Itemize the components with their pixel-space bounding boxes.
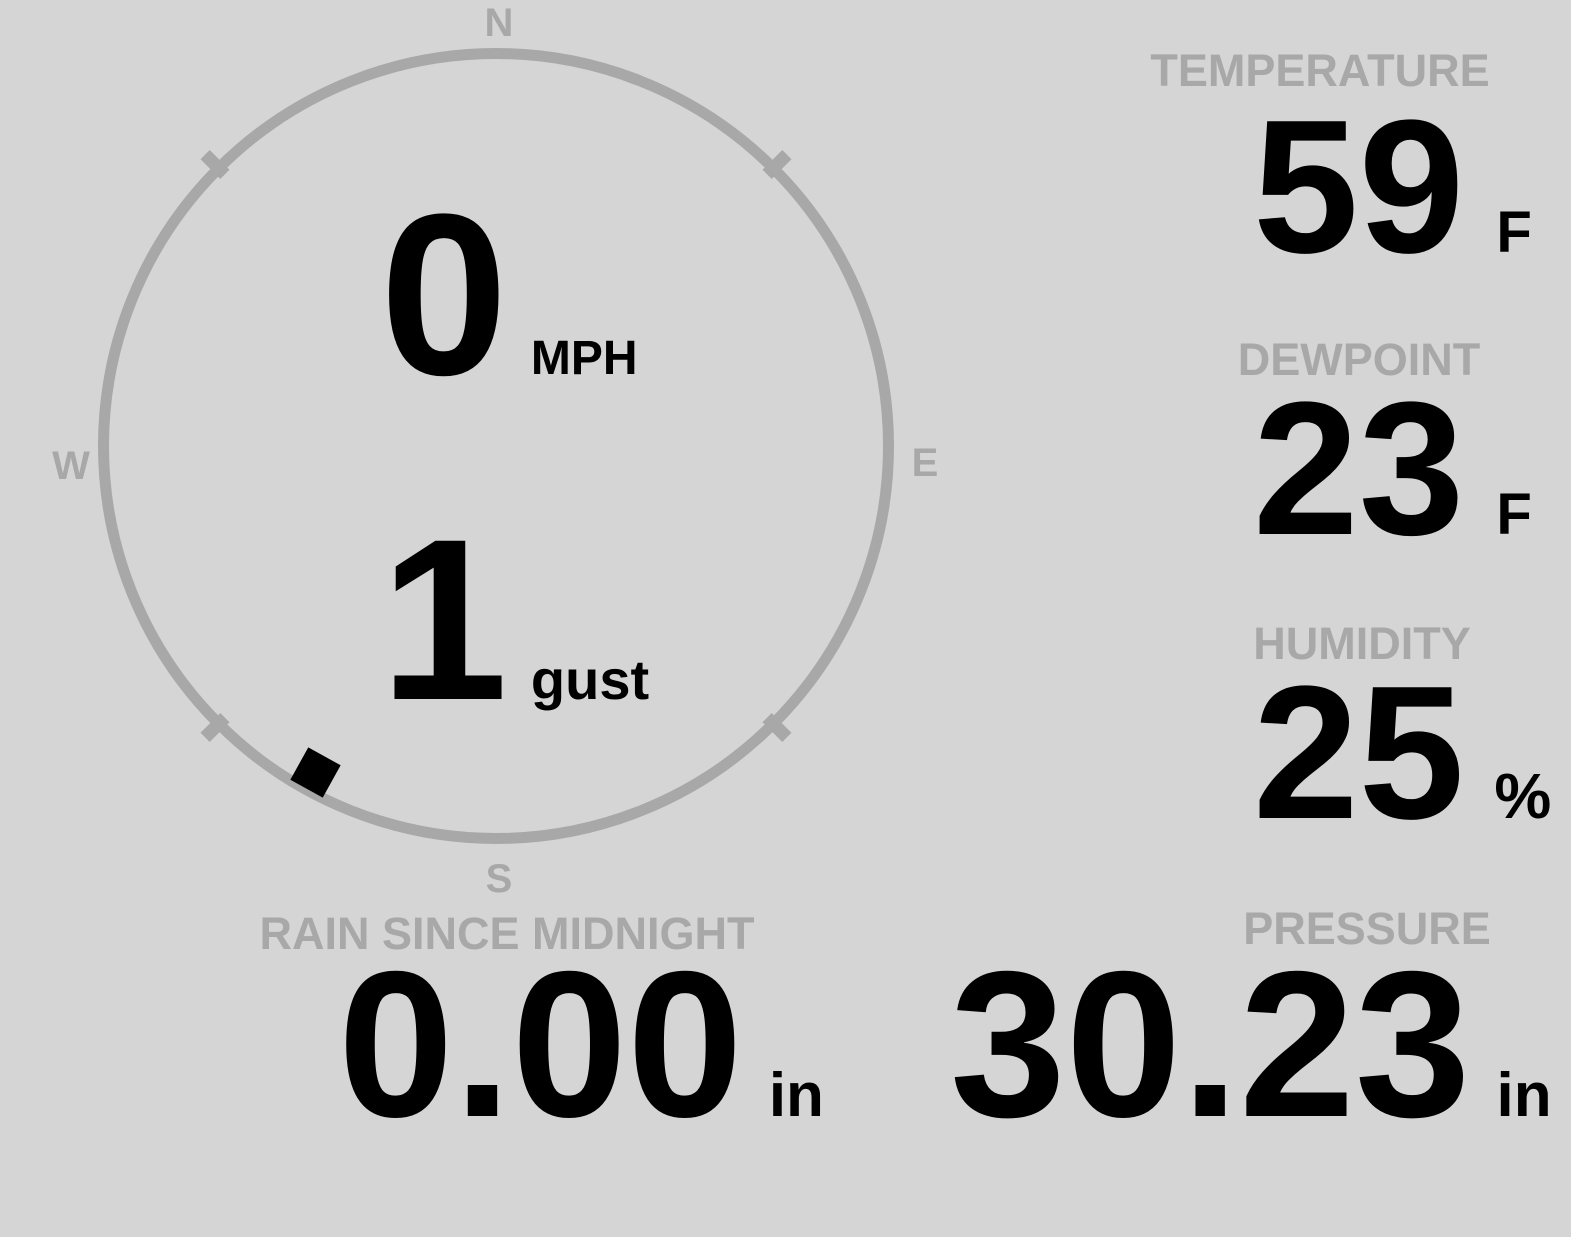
compass-east-label: E	[911, 441, 939, 485]
rain-label: RAIN SINCE MIDNIGHT	[259, 908, 755, 959]
pressure-value: 30.23	[950, 929, 1471, 1161]
pressure-unit: in	[1496, 1061, 1552, 1130]
wind-gust-unit: gust	[530, 648, 650, 711]
rain-value: 0.00	[338, 929, 743, 1161]
pressure-label: PRESSURE	[1243, 903, 1491, 954]
wind-gust-value: 1	[380, 491, 508, 748]
humidity-label: HUMIDITY	[1253, 618, 1471, 669]
temperature-value: 59	[1253, 81, 1465, 293]
humidity-unit: %	[1494, 760, 1552, 832]
compass-west-label: W	[52, 444, 90, 488]
compass-north-label: N	[484, 1, 514, 45]
dewpoint-unit: F	[1496, 482, 1532, 547]
pressure-readout: 30.23 in	[950, 929, 1552, 1161]
humidity-value: 25	[1253, 647, 1465, 859]
rain-readout: 0.00 in	[338, 929, 824, 1161]
dewpoint-value: 23	[1253, 363, 1465, 575]
temperature-readout: 59 F	[1253, 81, 1532, 293]
compass-dial-circle	[98, 48, 894, 844]
wind-speed-readout: 0 MPH	[380, 166, 638, 423]
rain-unit: in	[768, 1061, 824, 1130]
humidity-readout: 25 %	[1253, 647, 1552, 859]
dewpoint-readout: 23 F	[1253, 363, 1532, 575]
wind-speed-unit: MPH	[530, 332, 638, 385]
wind-speed-value: 0	[380, 166, 508, 423]
dewpoint-label: DEWPOINT	[1237, 334, 1481, 385]
temperature-unit: F	[1496, 200, 1532, 265]
temperature-label: TEMPERATURE	[1150, 45, 1490, 96]
compass-south-label: S	[485, 857, 513, 901]
wind-gust-readout: 1 gust	[380, 491, 650, 748]
